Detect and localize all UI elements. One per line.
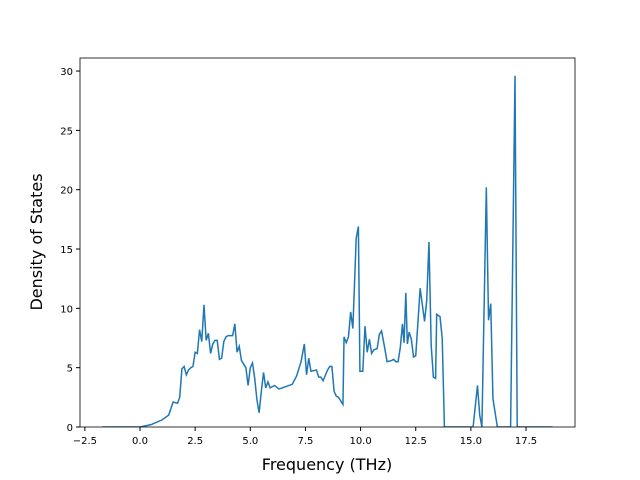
x-tick-label: 5.0 — [242, 436, 258, 447]
y-tick-label: 25 — [60, 126, 73, 137]
x-tick-label: 7.5 — [297, 436, 313, 447]
y-tick-label: 0 — [67, 423, 73, 434]
x-tick-label: 15.0 — [460, 436, 482, 447]
plot-frame — [79, 57, 576, 428]
x-tick-label: 2.5 — [187, 436, 203, 447]
x-tick-label: 12.5 — [405, 436, 427, 447]
y-tick-label: 10 — [60, 304, 73, 315]
x-tick-label: 10.0 — [349, 436, 371, 447]
line — [102, 75, 553, 427]
x-axis-label: Frequency (THz) — [262, 455, 392, 474]
y-axis-label: Density of States — [27, 173, 46, 310]
y-tick-label: 20 — [60, 186, 73, 197]
y-tick-label: 30 — [60, 67, 73, 78]
x-tick-label: 17.5 — [515, 436, 537, 447]
y-tick-label: 5 — [67, 364, 73, 375]
y-tick-label: 15 — [60, 245, 73, 256]
x-tick-label: 0.0 — [132, 436, 148, 447]
x-tick-label: −2.5 — [73, 436, 97, 447]
